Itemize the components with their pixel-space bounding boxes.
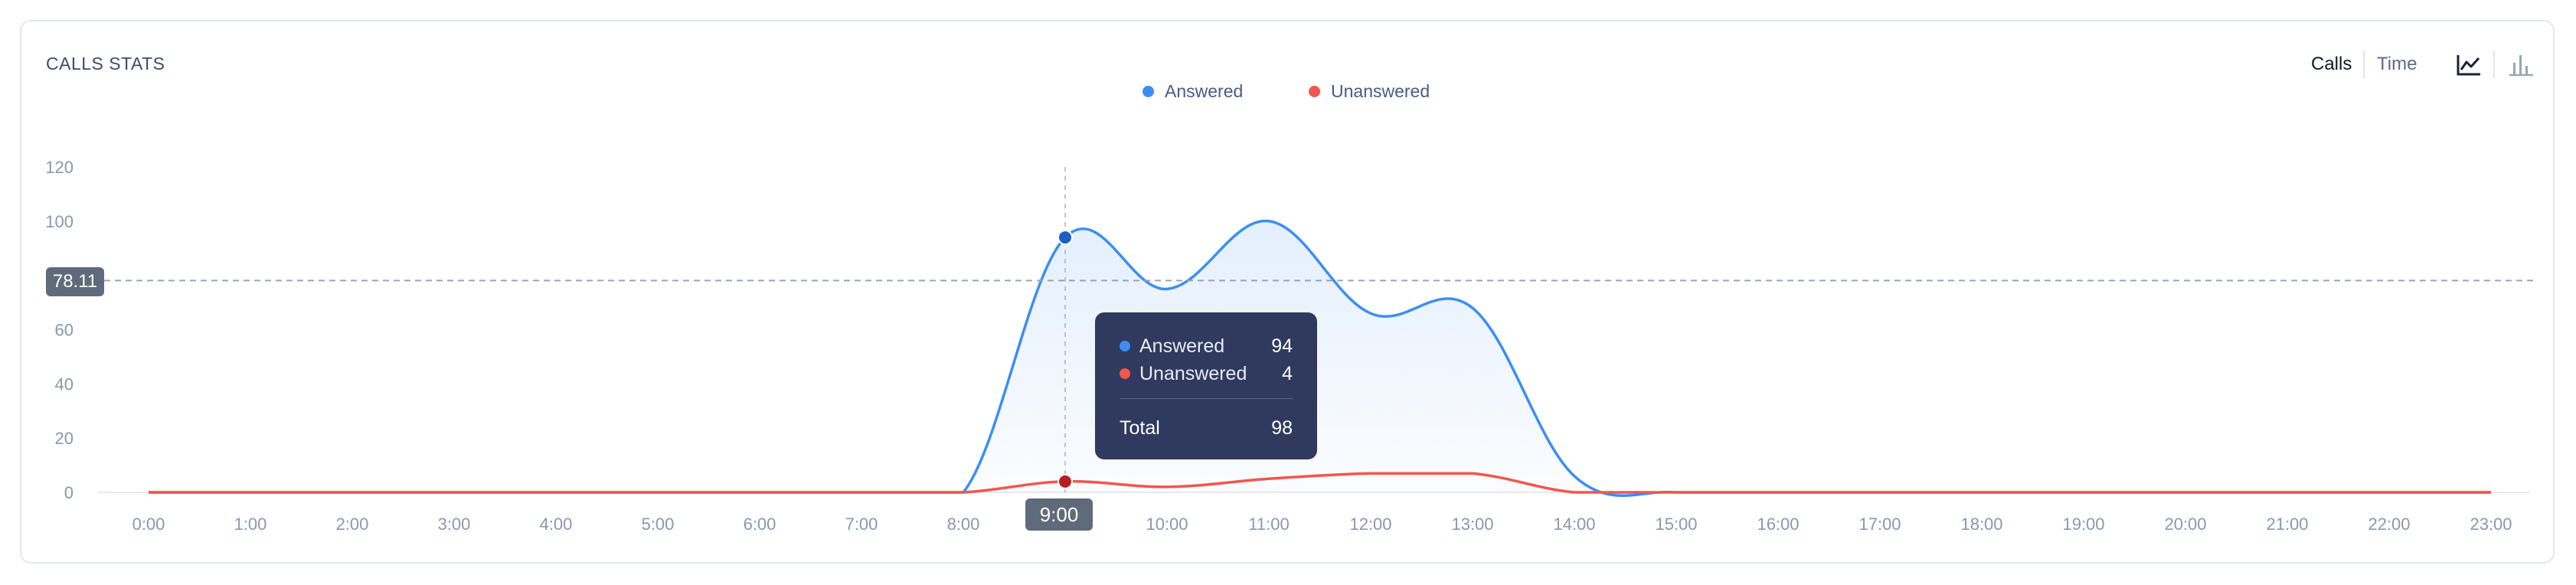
tooltip-row-unanswered: Unanswered 4 — [1120, 360, 1293, 387]
x-tick-label: 4:00 — [540, 515, 573, 534]
x-tick-label: 0:00 — [132, 515, 165, 534]
tooltip-value-answered: 94 — [1271, 335, 1293, 357]
x-tick-label: 19:00 — [2062, 515, 2104, 534]
y-crosshair-badge: 78.11 — [46, 267, 104, 296]
x-tick-label: 8:00 — [947, 515, 980, 534]
x-tick-label: 17:00 — [1858, 515, 1901, 534]
legend-dot-answered — [1143, 86, 1154, 97]
tooltip-divider — [1120, 398, 1293, 399]
calls-toggle[interactable]: Calls — [2311, 54, 2352, 74]
tooltip-value-unanswered: 4 — [1282, 362, 1293, 384]
tooltip-label-unanswered: Unanswered — [1139, 362, 1247, 384]
x-tick-label: 2:00 — [336, 515, 369, 534]
x-tick-label: 7:00 — [845, 515, 878, 534]
x-tick-label: 15:00 — [1655, 515, 1697, 534]
legend-item-unanswered[interactable]: Unanswered — [1309, 81, 1430, 102]
x-tick-label: 14:00 — [1553, 515, 1595, 534]
tooltip-dot-unanswered — [1120, 368, 1130, 379]
chart-series — [149, 220, 2491, 498]
x-tick-label: 18:00 — [1960, 515, 2002, 534]
x-tick-label: 3:00 — [438, 515, 471, 534]
tooltip-row-answered: Answered 94 — [1120, 332, 1293, 360]
x-tick-label: 16:00 — [1757, 515, 1799, 534]
tooltip-label-total: Total — [1120, 417, 1160, 439]
chart-tooltip: Answered 94 Unanswered 4 Total 98 — [1095, 312, 1317, 459]
answered-hover-point — [1058, 230, 1073, 246]
bar-chart-button[interactable] — [2506, 49, 2536, 80]
x-axis-ticks: 0:001:002:003:004:005:006:007:008:009:00… — [132, 515, 2512, 534]
x-tick-label: 23:00 — [2470, 515, 2512, 534]
legend-label-answered: Answered — [1165, 81, 1244, 101]
legend-label-unanswered: Unanswered — [1331, 81, 1430, 101]
x-tick-label: 20:00 — [2164, 515, 2206, 534]
x-tick-label: 22:00 — [2368, 515, 2410, 534]
y-tick-label: 120 — [45, 158, 74, 177]
x-tick-label: 11:00 — [1248, 515, 1289, 534]
tooltip-dot-answered — [1120, 341, 1130, 351]
x-crosshair-badge: 9:00 — [1025, 498, 1093, 531]
x-tick-label: 5:00 — [642, 515, 675, 534]
x-tick-label: 6:00 — [744, 515, 776, 534]
tooltip-row-total: Total 98 — [1120, 414, 1293, 442]
y-axis-ticks: 020406080100120 — [45, 158, 74, 502]
y-tick-label: 40 — [55, 374, 74, 394]
line-chart-icon — [2457, 55, 2480, 76]
x-tick-label: 13:00 — [1451, 515, 1493, 534]
answered-area — [149, 221, 2491, 496]
tooltip-label-answered: Answered — [1139, 335, 1225, 357]
time-toggle[interactable]: Time — [2377, 54, 2417, 74]
x-tick-label: 21:00 — [2266, 515, 2308, 534]
chart-legend: Answered Unanswered — [0, 81, 2576, 104]
x-tick-label: 10:00 — [1146, 515, 1188, 534]
y-tick-label: 60 — [55, 321, 74, 340]
card-title: CALLS STATS — [46, 54, 165, 74]
legend-item-answered[interactable]: Answered — [1143, 81, 1243, 102]
icon-separator — [2493, 51, 2495, 78]
bar-chart-icon — [2509, 55, 2533, 77]
toggle-separator — [2363, 51, 2365, 78]
crosshair — [104, 167, 2537, 492]
unanswered-line — [149, 472, 2491, 494]
line-chart-button[interactable] — [2453, 49, 2484, 80]
y-tick-label: 0 — [64, 483, 74, 502]
y-tick-label: 100 — [45, 212, 74, 231]
unanswered-hover-point — [1058, 473, 1073, 489]
legend-dot-unanswered — [1309, 86, 1320, 97]
x-tick-label: 12:00 — [1349, 515, 1391, 534]
x-tick-label: 1:00 — [234, 515, 267, 534]
tooltip-value-total: 98 — [1271, 417, 1293, 439]
y-tick-label: 20 — [55, 429, 74, 448]
